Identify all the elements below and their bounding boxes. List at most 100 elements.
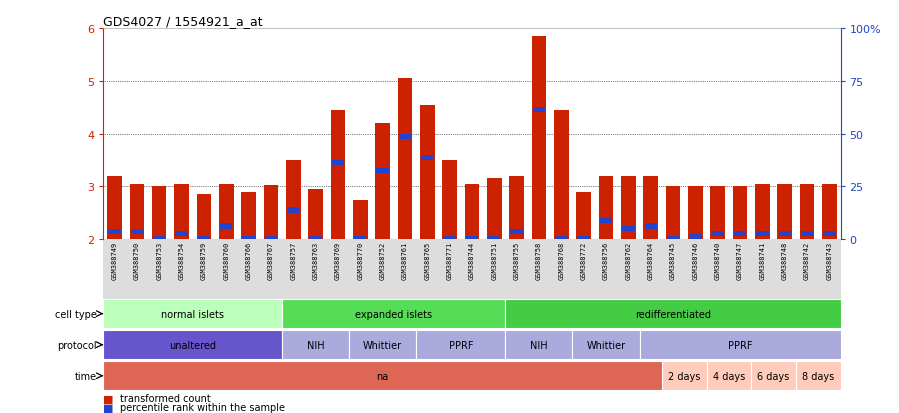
Text: 8 days: 8 days <box>802 371 834 381</box>
Bar <box>219 184 234 240</box>
Bar <box>332 161 344 166</box>
Bar <box>308 190 323 240</box>
Bar <box>487 179 502 240</box>
Bar <box>511 229 523 234</box>
Bar <box>397 79 413 240</box>
Text: PPRF: PPRF <box>728 340 752 350</box>
Bar <box>443 237 456 242</box>
Bar <box>823 184 837 240</box>
Bar <box>755 184 770 240</box>
Bar <box>282 330 349 359</box>
Bar <box>639 330 841 359</box>
Bar <box>241 192 256 240</box>
Bar <box>416 330 505 359</box>
Bar <box>667 237 680 242</box>
Bar <box>129 184 144 240</box>
Text: 2 days: 2 days <box>668 371 700 381</box>
Text: na: na <box>377 371 388 381</box>
Bar <box>823 232 835 237</box>
Bar <box>286 161 300 240</box>
Bar <box>263 186 278 240</box>
Bar <box>707 361 752 390</box>
Bar <box>197 195 211 240</box>
Bar <box>282 299 505 328</box>
Bar <box>309 237 322 242</box>
Text: ■: ■ <box>103 402 114 412</box>
Text: time: time <box>75 371 97 381</box>
Text: redifferentiated: redifferentiated <box>635 309 711 319</box>
Bar <box>505 330 573 359</box>
Bar <box>130 229 143 234</box>
Text: NIH: NIH <box>307 340 325 350</box>
Bar <box>103 361 662 390</box>
Text: Whittier: Whittier <box>586 340 626 350</box>
Bar <box>103 330 282 359</box>
Bar <box>621 176 636 240</box>
Bar <box>779 232 791 237</box>
Text: ■: ■ <box>103 393 114 403</box>
Bar <box>376 123 390 240</box>
Bar <box>800 184 814 240</box>
Bar <box>465 184 479 240</box>
Bar <box>174 184 189 240</box>
Bar <box>442 161 457 240</box>
Bar <box>577 237 590 242</box>
Bar <box>153 237 165 242</box>
Bar <box>645 224 657 229</box>
Bar <box>573 330 639 359</box>
Text: 4 days: 4 days <box>713 371 745 381</box>
Bar <box>734 232 746 237</box>
Bar <box>466 237 478 242</box>
Bar <box>733 187 747 240</box>
Text: 6 days: 6 days <box>758 371 789 381</box>
Bar <box>107 176 122 240</box>
Bar <box>488 237 501 242</box>
Bar <box>353 200 368 240</box>
Bar <box>377 169 388 174</box>
Bar <box>554 111 568 240</box>
Bar <box>556 237 567 242</box>
Bar <box>531 37 547 240</box>
Bar <box>644 176 658 240</box>
Bar <box>349 330 416 359</box>
Bar <box>264 237 277 242</box>
Text: transformed count: transformed count <box>120 393 210 403</box>
Bar <box>103 299 282 328</box>
Bar <box>622 226 635 232</box>
Text: percentile rank within the sample: percentile rank within the sample <box>120 402 285 412</box>
Bar <box>109 229 120 234</box>
Bar <box>220 224 233 229</box>
Text: Whittier: Whittier <box>363 340 402 350</box>
Bar <box>690 234 701 240</box>
Bar <box>662 361 707 390</box>
Bar <box>287 208 299 213</box>
Bar <box>243 237 254 242</box>
Text: protocol: protocol <box>57 340 97 350</box>
Bar <box>152 187 166 240</box>
Text: cell type: cell type <box>55 309 97 319</box>
Text: PPRF: PPRF <box>449 340 473 350</box>
Bar <box>533 108 545 113</box>
Bar <box>756 232 769 237</box>
Bar <box>801 232 814 237</box>
Text: normal islets: normal islets <box>161 309 224 319</box>
Bar <box>796 361 841 390</box>
Bar <box>576 192 591 240</box>
Bar <box>421 155 433 161</box>
Bar <box>600 218 612 224</box>
Bar <box>505 299 841 328</box>
Bar <box>399 134 411 140</box>
Bar <box>710 187 725 240</box>
Text: GDS4027 / 1554921_a_at: GDS4027 / 1554921_a_at <box>103 15 263 28</box>
Bar <box>666 187 681 240</box>
Bar <box>175 232 188 237</box>
Text: unaltered: unaltered <box>169 340 217 350</box>
Text: expanded islets: expanded islets <box>355 309 432 319</box>
Bar <box>198 237 210 242</box>
Bar <box>354 237 367 242</box>
Bar <box>711 232 724 237</box>
Bar <box>331 111 345 240</box>
Bar <box>599 176 613 240</box>
Bar <box>688 187 703 240</box>
Bar <box>510 176 524 240</box>
